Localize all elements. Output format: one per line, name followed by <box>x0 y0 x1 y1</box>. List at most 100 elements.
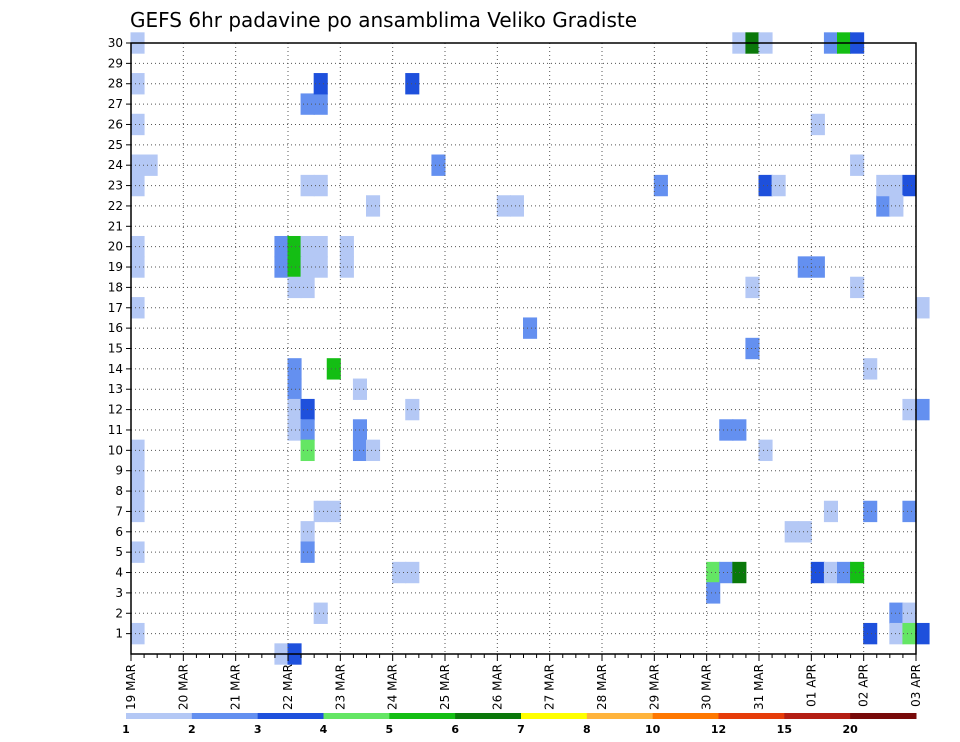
heatmap-cell <box>313 235 328 258</box>
x-tick-label: 30 MAR <box>700 664 714 710</box>
y-tick-label: 30 <box>108 36 123 50</box>
heatmap-cell <box>823 500 838 523</box>
colorbar-segment <box>586 713 654 719</box>
y-tick-label: 11 <box>108 423 123 437</box>
gridlines <box>131 43 916 654</box>
y-tick-label: 1 <box>115 627 123 641</box>
colorbar-segment <box>850 713 917 719</box>
x-tick-label: 24 MAR <box>386 664 400 710</box>
colorbar-segment <box>521 713 588 719</box>
colorbar-label: 7 <box>517 723 525 736</box>
heatmap-cell <box>405 73 420 95</box>
y-tick-label: 17 <box>108 301 123 315</box>
heatmap-cell <box>130 622 145 645</box>
heatmap-cell <box>758 439 773 462</box>
heatmap-cell <box>915 398 930 421</box>
heatmap-cell <box>758 174 773 197</box>
heatmap-cell <box>313 93 328 115</box>
heatmap-cell <box>889 602 904 624</box>
heatmap-cell <box>706 561 721 584</box>
y-tick-label: 15 <box>108 342 123 356</box>
y-tick-label: 20 <box>108 240 123 254</box>
y-tick-label: 16 <box>108 321 123 335</box>
y-tick-label: 14 <box>108 362 123 376</box>
heatmap-cell <box>915 297 930 319</box>
y-tick-label: 23 <box>108 179 123 193</box>
y-tick-label: 2 <box>115 606 123 620</box>
x-tick-label: 20 MAR <box>176 664 190 710</box>
heatmap-cell <box>889 195 904 217</box>
heatmap-cell <box>509 195 524 217</box>
colorbar-label: 1 <box>122 723 130 736</box>
heatmap-cell <box>902 174 917 197</box>
heatmap-cell <box>287 256 302 278</box>
x-tick-label: 27 MAR <box>543 664 557 710</box>
heatmap-cell <box>130 174 145 197</box>
heatmap-cell <box>850 561 865 584</box>
colorbar-label: 10 <box>645 723 661 736</box>
x-tick-label: 25 MAR <box>438 664 452 710</box>
x-tick-label: 28 MAR <box>595 664 609 710</box>
colorbar-segment <box>191 713 259 719</box>
y-tick-label: 4 <box>115 566 123 580</box>
x-tick-label: 23 MAR <box>333 664 347 710</box>
colorbar-label: 20 <box>843 723 859 736</box>
heatmap-cell <box>130 460 145 482</box>
heatmap-cell <box>313 500 328 523</box>
heatmap-cell <box>706 582 721 604</box>
heatmap-cell <box>287 235 302 258</box>
heatmap-cell <box>915 622 930 645</box>
x-tick-label: 31 MAR <box>752 664 766 710</box>
heatmap-cell <box>719 561 734 584</box>
heatmap-cell <box>863 622 878 645</box>
heatmap-cell <box>863 500 878 523</box>
x-axis: 19 MAR 20 MAR 21 MAR 22 MAR 23 MAR 24 MAR 25 M… <box>124 654 923 710</box>
y-tick-label: 5 <box>115 545 123 559</box>
x-tick-label: 19 MAR <box>124 664 138 710</box>
heatmap-cell <box>274 256 289 278</box>
heatmap-cell <box>405 398 420 421</box>
colorbar-label: 5 <box>386 723 394 736</box>
colorbar-segment <box>784 713 851 719</box>
heatmap-cell <box>130 439 145 462</box>
x-tick-label: 26 MAR <box>490 664 504 710</box>
x-tick-label: 21 MAR <box>229 664 243 710</box>
heatmap-cell <box>405 561 420 584</box>
colorbar-label: 4 <box>320 723 328 736</box>
heatmap-cell <box>287 276 302 299</box>
heatmap-cell <box>274 235 289 258</box>
y-tick-label: 7 <box>115 504 123 518</box>
heatmap-cell <box>130 113 145 136</box>
colorbar-label: 12 <box>711 723 726 736</box>
y-tick-label: 28 <box>108 77 123 91</box>
x-tick-label: 02 APR <box>857 664 871 707</box>
y-tick-label: 13 <box>108 382 123 396</box>
heatmap-cell <box>902 500 917 523</box>
colorbar-label: 15 <box>777 723 792 736</box>
heatmap-cell <box>431 154 446 176</box>
y-tick-label: 19 <box>108 260 123 274</box>
heatmap-cell <box>902 602 917 624</box>
y-tick-label: 6 <box>115 525 123 539</box>
heatmap-cell <box>771 174 786 197</box>
heatmap-cell <box>745 276 760 299</box>
heatmap-cell <box>653 174 668 197</box>
heatmap-cell <box>797 521 812 543</box>
heatmap-cell <box>863 358 878 380</box>
y-tick-label: 24 <box>108 158 123 172</box>
y-axis: 1234567891011121314151617181920212223242… <box>108 36 131 641</box>
y-tick-label: 21 <box>108 219 123 233</box>
heatmap-cell <box>130 235 145 258</box>
x-tick-label: 22 MAR <box>281 664 295 710</box>
heatmap-cell <box>287 419 302 441</box>
chart-title: GEFS 6hr padavine po ansamblima Veliko G… <box>130 8 637 32</box>
heatmap-cell <box>130 256 145 278</box>
heatmap-cell <box>130 541 145 563</box>
y-tick-label: 12 <box>108 403 123 417</box>
heatmap-cell <box>810 561 825 584</box>
x-tick-label: 29 MAR <box>647 664 661 710</box>
heatmap-cell <box>889 622 904 645</box>
y-tick-label: 25 <box>108 138 123 152</box>
colorbar-label: 6 <box>451 723 459 736</box>
